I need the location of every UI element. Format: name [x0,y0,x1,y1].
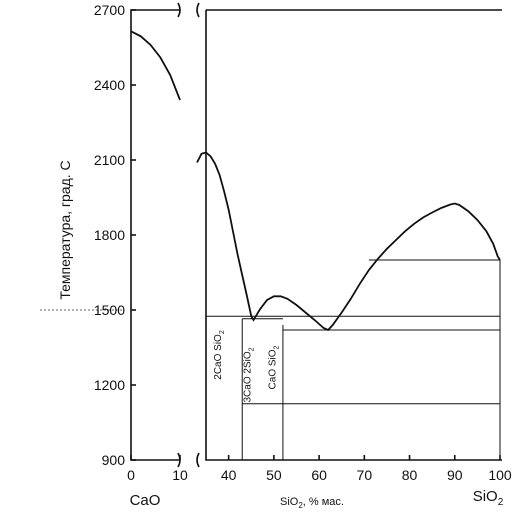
left-x-tick-label-10: 10 [172,467,188,483]
y-tick-label-2400: 2400 [94,77,125,93]
x-axis-label: SiO2, % мас. [280,496,344,510]
phase-lines-group [205,259,501,460]
phase-label-1: 3CaO 2SiO2 [242,347,255,402]
phase-label-2-main: CaO SiO [267,349,278,389]
phase-label-0-sub: 2 [219,330,226,334]
y-axis-label: Температура, град. С [57,160,73,299]
liquidus-curve-right-1 [196,151,501,332]
axis-break-mark-right-bottom [196,452,200,468]
x-axis-label-tail: , % мас. [303,496,344,508]
right-x-tick-label-60: 60 [311,467,327,483]
y-tick-label-2700: 2700 [94,2,125,18]
phase-label-2-sub: 2 [273,345,280,349]
liquidus-curve-left-0 [130,30,181,101]
left-end-label: CaO [130,492,161,509]
right-x-tick-label-70: 70 [357,467,373,483]
right-x-tick-label-40: 40 [221,467,237,483]
y-tick-label-2100: 2100 [94,152,125,168]
left-panel-frame [130,9,180,461]
right-end-label: SiO2 [473,488,504,508]
right-x-tick-label-80: 80 [402,467,418,483]
phase-label-2: CaO SiO2 [267,345,280,389]
right-x-tick-label-100: 100 [488,467,512,483]
x-axis-label-sub: 2 [298,501,303,510]
y-tick-label-1800: 1800 [94,227,125,243]
left-x-tick-label-0: 0 [127,467,135,483]
phase-label-1-sub: 2 [248,347,255,351]
y-tick-label-1500: 1500 [94,302,125,318]
right-end-label-sub: 2 [498,497,504,508]
right-end-label-main: SiO [473,488,498,505]
right-x-tick-label-90: 90 [447,467,463,483]
axis-break-mark-left-top [177,2,181,18]
right-x-tick-label-50: 50 [266,467,282,483]
liquidus-curves-group [130,30,501,332]
phase-label-0: 2CaO SiO2 [213,330,226,380]
x-axis-label-main: SiO [280,496,299,508]
phase-label-0-main: 2CaO SiO [213,334,224,380]
phase-label-1-main: 3CaO 2SiO [242,351,253,402]
axis-break-mark-right-top [196,2,200,18]
y-tick-label-900: 900 [102,452,126,468]
y-tick-label-1200: 1200 [94,377,125,393]
